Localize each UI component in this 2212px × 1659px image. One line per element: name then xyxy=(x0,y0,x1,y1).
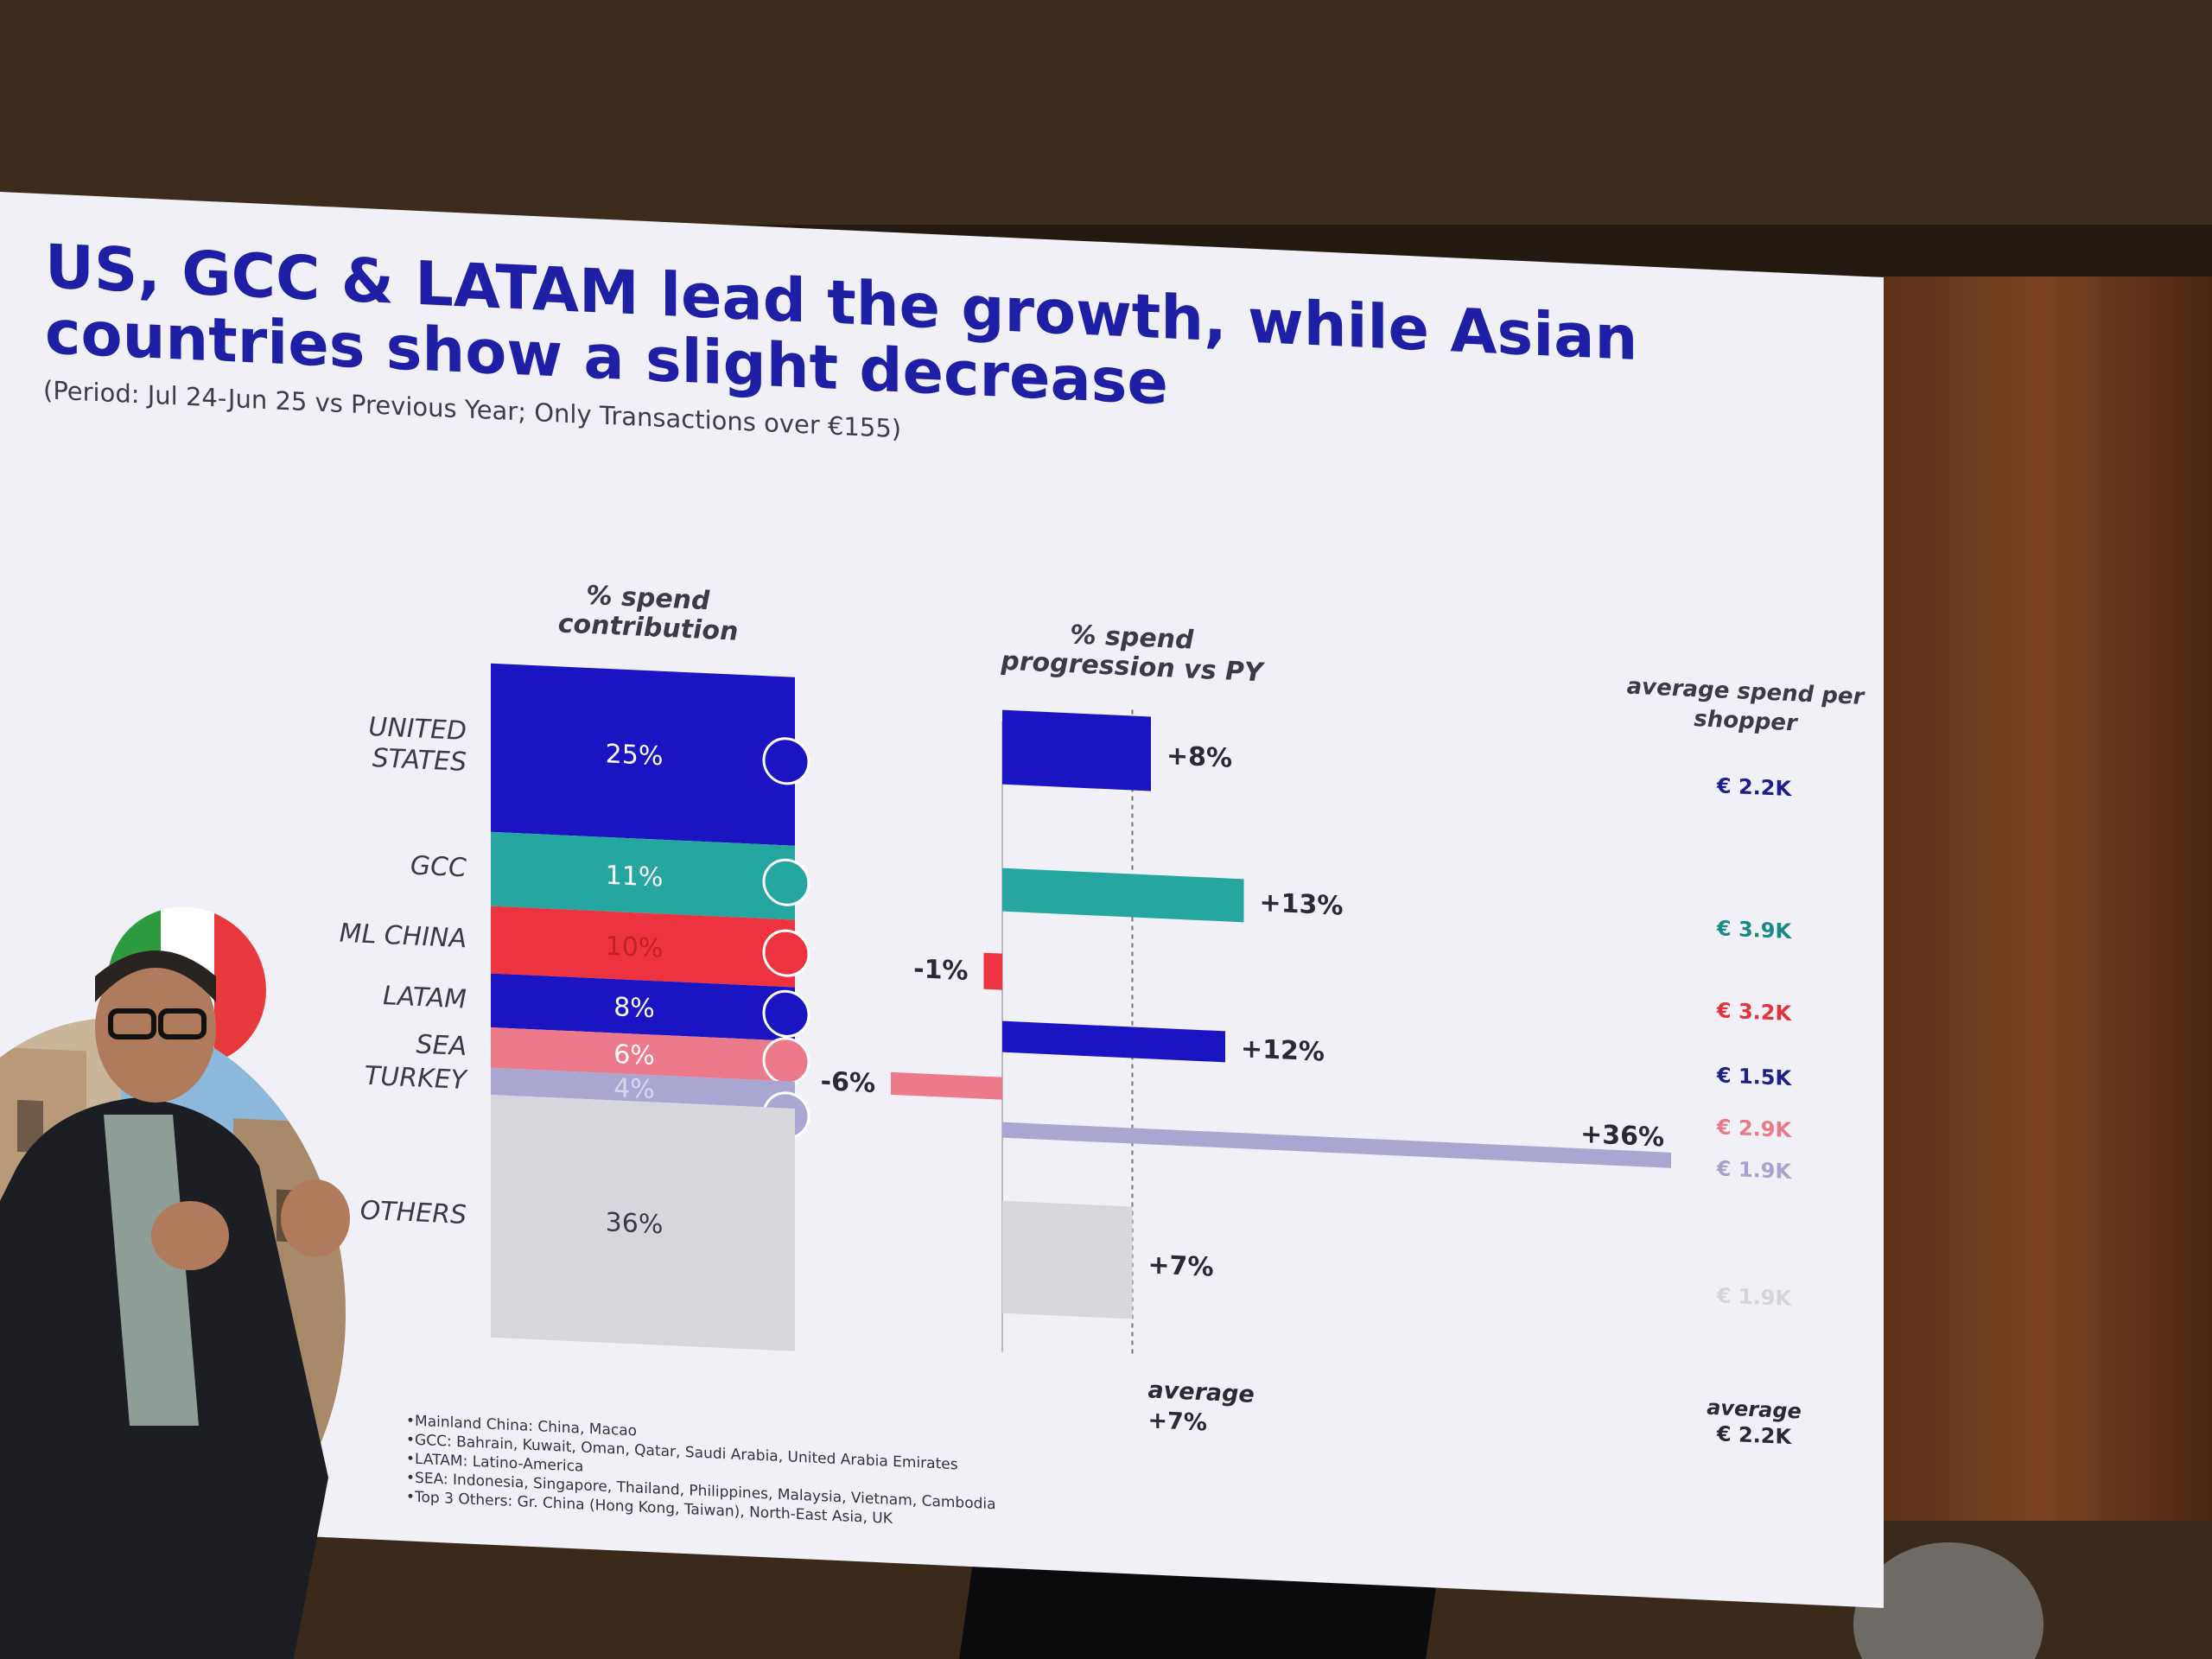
progression-label-sea: -6% xyxy=(821,1066,875,1099)
contribution-bar-ml-china xyxy=(491,906,795,988)
avg-spend-label-sea: € 2.9K xyxy=(1716,1115,1793,1142)
progression-bar-others xyxy=(1002,1200,1133,1319)
china-flag-icon xyxy=(762,929,810,977)
progression-label-gcc: +13% xyxy=(1260,887,1344,921)
category-label-united-states: UNITED xyxy=(368,712,467,747)
progression-bar-gcc xyxy=(1002,868,1244,923)
progression-label-turkey: +36% xyxy=(1580,1119,1664,1153)
progression-bar-ml-china xyxy=(983,952,1002,990)
avg-spend-label-latam: € 1.5K xyxy=(1716,1063,1793,1090)
progression-label-others: +7% xyxy=(1148,1249,1214,1282)
category-label-ml-china: ML CHINA xyxy=(340,918,467,955)
progression-bar-latam xyxy=(1002,1020,1225,1063)
contribution-label-united-states: 25% xyxy=(606,739,664,772)
category-label-turkey: TURKEY xyxy=(365,1061,469,1096)
contribution-label-gcc: 11% xyxy=(606,861,664,893)
average-progression-label: average xyxy=(1148,1376,1255,1408)
progression-bar-sea xyxy=(891,1071,1002,1100)
audience-head xyxy=(1853,1542,2044,1659)
progression-bar-united-states xyxy=(1002,709,1151,791)
category-label-united-states: STATES xyxy=(372,743,467,778)
presenter xyxy=(0,950,350,1659)
progression-label-ml-china: -1% xyxy=(913,954,968,987)
contribution-label-ml-china: 10% xyxy=(606,931,664,964)
contribution-bar-others xyxy=(491,1094,795,1351)
contribution-bar-united-states xyxy=(491,663,795,846)
progression-bar-turkey xyxy=(1002,1122,1671,1168)
latam-map-icon xyxy=(762,989,810,1038)
avg-spend-label-others: € 1.9K xyxy=(1716,1283,1793,1311)
avg-spend-label-ml-china: € 3.2K xyxy=(1716,998,1793,1026)
us-flag-icon xyxy=(762,737,810,785)
contribution-label-others: 36% xyxy=(606,1207,664,1240)
progression-label-latam: +12% xyxy=(1241,1033,1325,1067)
average-spend-label: average xyxy=(1707,1395,1802,1424)
contribution-bar-sea xyxy=(491,1027,795,1082)
category-label-gcc: GCC xyxy=(410,850,467,883)
avg-spend-label-turkey: € 1.9K xyxy=(1716,1156,1793,1184)
category-label-sea: SEA xyxy=(416,1029,467,1062)
contribution-label-sea: 6% xyxy=(613,1039,655,1071)
wood-panel xyxy=(1875,276,2212,1659)
contribution-label-turkey: 4% xyxy=(613,1073,655,1105)
avg-spend-label-united-states: € 2.2K xyxy=(1716,773,1793,801)
contribution-label-latam: 8% xyxy=(613,992,655,1024)
gcc-map-icon xyxy=(762,858,810,906)
average-spend-value: € 2.2K xyxy=(1716,1421,1793,1449)
sea-map-icon xyxy=(762,1037,810,1085)
progression-label-united-states: +8% xyxy=(1166,741,1232,773)
average-progression-value: +7% xyxy=(1148,1407,1207,1436)
contribution-bar-gcc xyxy=(491,831,795,920)
contribution-bar-latam xyxy=(491,973,795,1041)
category-label-latam: LATAM xyxy=(383,981,467,1014)
contribution-bar-turkey xyxy=(491,1067,795,1109)
category-label-others: OTHERS xyxy=(360,1196,467,1231)
avg-spend-label-gcc: € 3.9K xyxy=(1716,916,1793,944)
